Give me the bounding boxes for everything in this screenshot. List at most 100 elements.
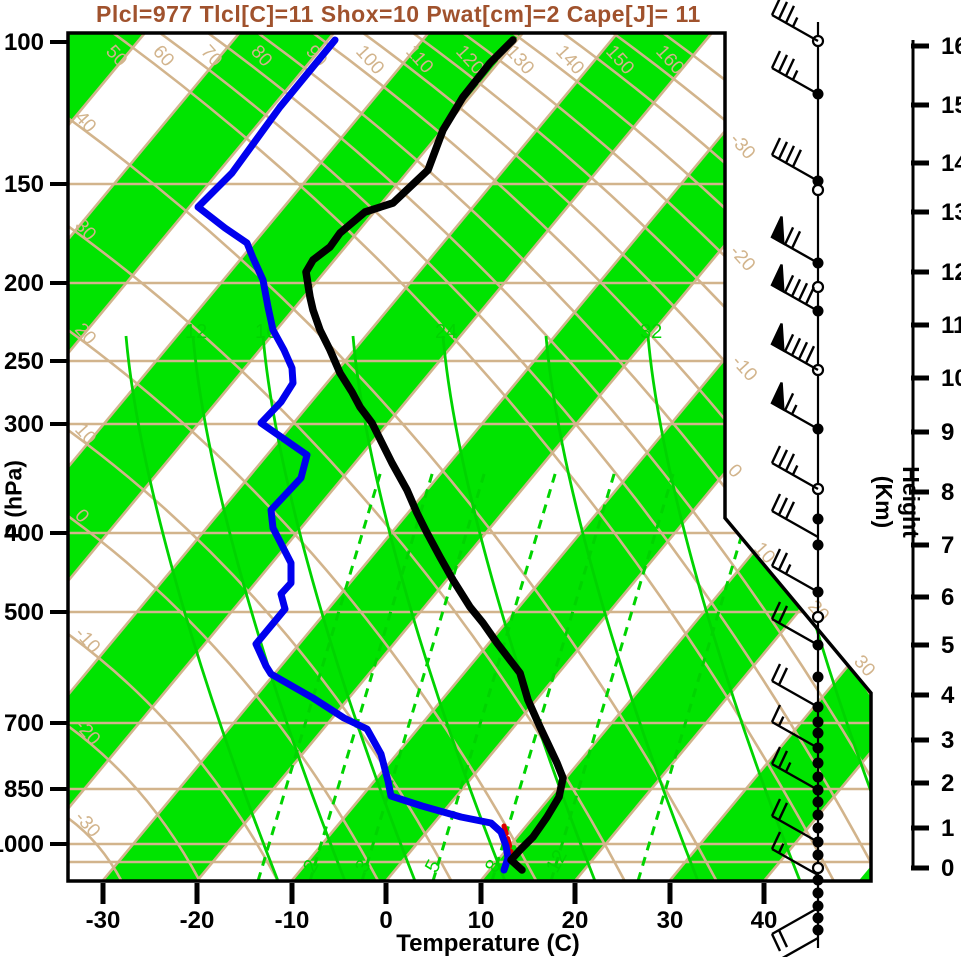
station-dot [812,716,824,728]
isotherm-line [68,33,335,881]
wind-barb-shaft [771,564,819,594]
wind-barb-feather [783,333,795,352]
temperature-tick-label: -10 [275,907,310,934]
moist-adiabat-line [261,335,417,881]
wind-barb-half-feather [784,564,792,575]
station-dot [812,757,824,769]
wind-barb-feather [770,933,782,952]
wind-barb-half-feather [791,464,799,476]
green-band [291,33,871,881]
isotherm-edge-label: -10 [727,351,761,385]
height-tick-label: 13 [941,199,961,226]
height-tick-label: 14 [941,150,961,177]
wind-barb [770,493,819,539]
height-tick-label: 0 [941,855,954,882]
pressure-tick-label: 1000 [0,831,44,858]
wind-barb-feather [804,345,816,364]
wind-barb [770,906,819,952]
green-band [480,33,871,881]
height-tick-label: 10 [941,365,961,392]
height-tick-label: 1 [941,815,954,842]
wind-barb-feather [777,667,789,686]
wind-barb-shaft [771,13,819,43]
station-dot-open [811,861,825,875]
wind-barb-shaft [771,906,819,936]
wind-barb-feather [790,337,802,356]
height-tick-label: 4 [941,682,955,709]
wind-barb-shaft [771,679,819,709]
station-dot [812,809,824,821]
moist-adiabat-label: 24 [435,321,457,343]
pressure-tick-label: 500 [4,599,44,626]
temperature-tick-label: 20 [562,907,589,934]
isotherm-line [68,33,619,881]
height-tick-label: 9 [941,419,954,446]
wind-barb [781,936,819,957]
dry-adiabat-line [68,224,626,881]
wind-barb-half-feather [791,16,799,28]
green-band [68,33,523,881]
height-tick-label: 5 [941,632,954,659]
dry-adiabat-line [68,328,538,881]
wind-barb-half-feather [790,404,798,415]
height-axis: 012345678910111213141516 [911,33,961,882]
pressure-tick-label: 700 [4,710,44,737]
wind-barb-feather [770,704,782,723]
station-dot [812,849,824,861]
wind-barb-flag [770,216,785,246]
dry-adiabat-line [68,724,201,881]
isotherm-line [290,33,871,881]
wind-barb-feather [790,278,802,297]
wind-barb [770,601,819,647]
temperature-tick-label: 10 [468,907,495,934]
dry-adiabat-line [68,116,718,881]
wind-barb-shaft [771,66,819,96]
dry-adiabat-label: 60 [148,41,178,71]
wind-barb [770,798,819,844]
wind-barb-feather [790,230,802,249]
station-dot [812,796,824,808]
height-tick-label: 6 [941,584,954,611]
wind-barb-feather [791,149,802,168]
wind-barb-feather [804,286,816,305]
pressure-tick-label: 850 [4,776,44,803]
wind-barb-feather [784,453,796,472]
wind-barb-shaft [771,153,819,183]
wind-barb-half-feather [784,762,792,773]
wind-barb-feather [770,831,782,850]
station-dot [812,727,824,739]
green-band [102,33,871,881]
moist-adiabat-line [646,335,802,881]
isotherm-line [68,33,430,881]
wind-barb-shaft [771,617,819,647]
height-tick-label: 15 [941,92,961,119]
temperature-curve [302,36,567,874]
wind-barb-half-feather [777,843,785,854]
height-tick-label: 8 [941,479,954,506]
wind-barb [770,264,819,313]
temperature-tick-label: -20 [180,907,215,934]
dry-adiabat-line [68,514,380,881]
isotherm-line [68,33,241,881]
pressure-axis: 100 150 200 250 300 400 500 700 850 1000 [0,29,67,858]
wind-barb-half-feather [791,69,799,81]
pressure-tick-label: 200 [4,270,44,297]
mixing-ratio-line [308,469,435,881]
wind-barb-feather [784,58,796,77]
wind-barb-shaft [771,720,819,750]
isotherm-line [573,33,871,881]
temperature-axis: -30 -20 -10 0 10 20 30 40 [86,883,777,934]
wind-barb-feather [783,226,795,245]
wind-barb-shaft [771,814,819,844]
wind-barb-feather [770,50,782,69]
isotherm-edge-label: -20 [725,241,759,275]
station-dot [812,771,824,783]
wind-barb-shaft [771,847,819,877]
moist-adiabat-line [351,335,507,881]
wind-barb-feather [783,274,795,293]
moist-adiabat-label: 32 [640,321,662,343]
wind-barb [770,382,819,431]
temperature-tick-label: 0 [379,907,392,934]
wind-barb-flag [770,323,785,353]
